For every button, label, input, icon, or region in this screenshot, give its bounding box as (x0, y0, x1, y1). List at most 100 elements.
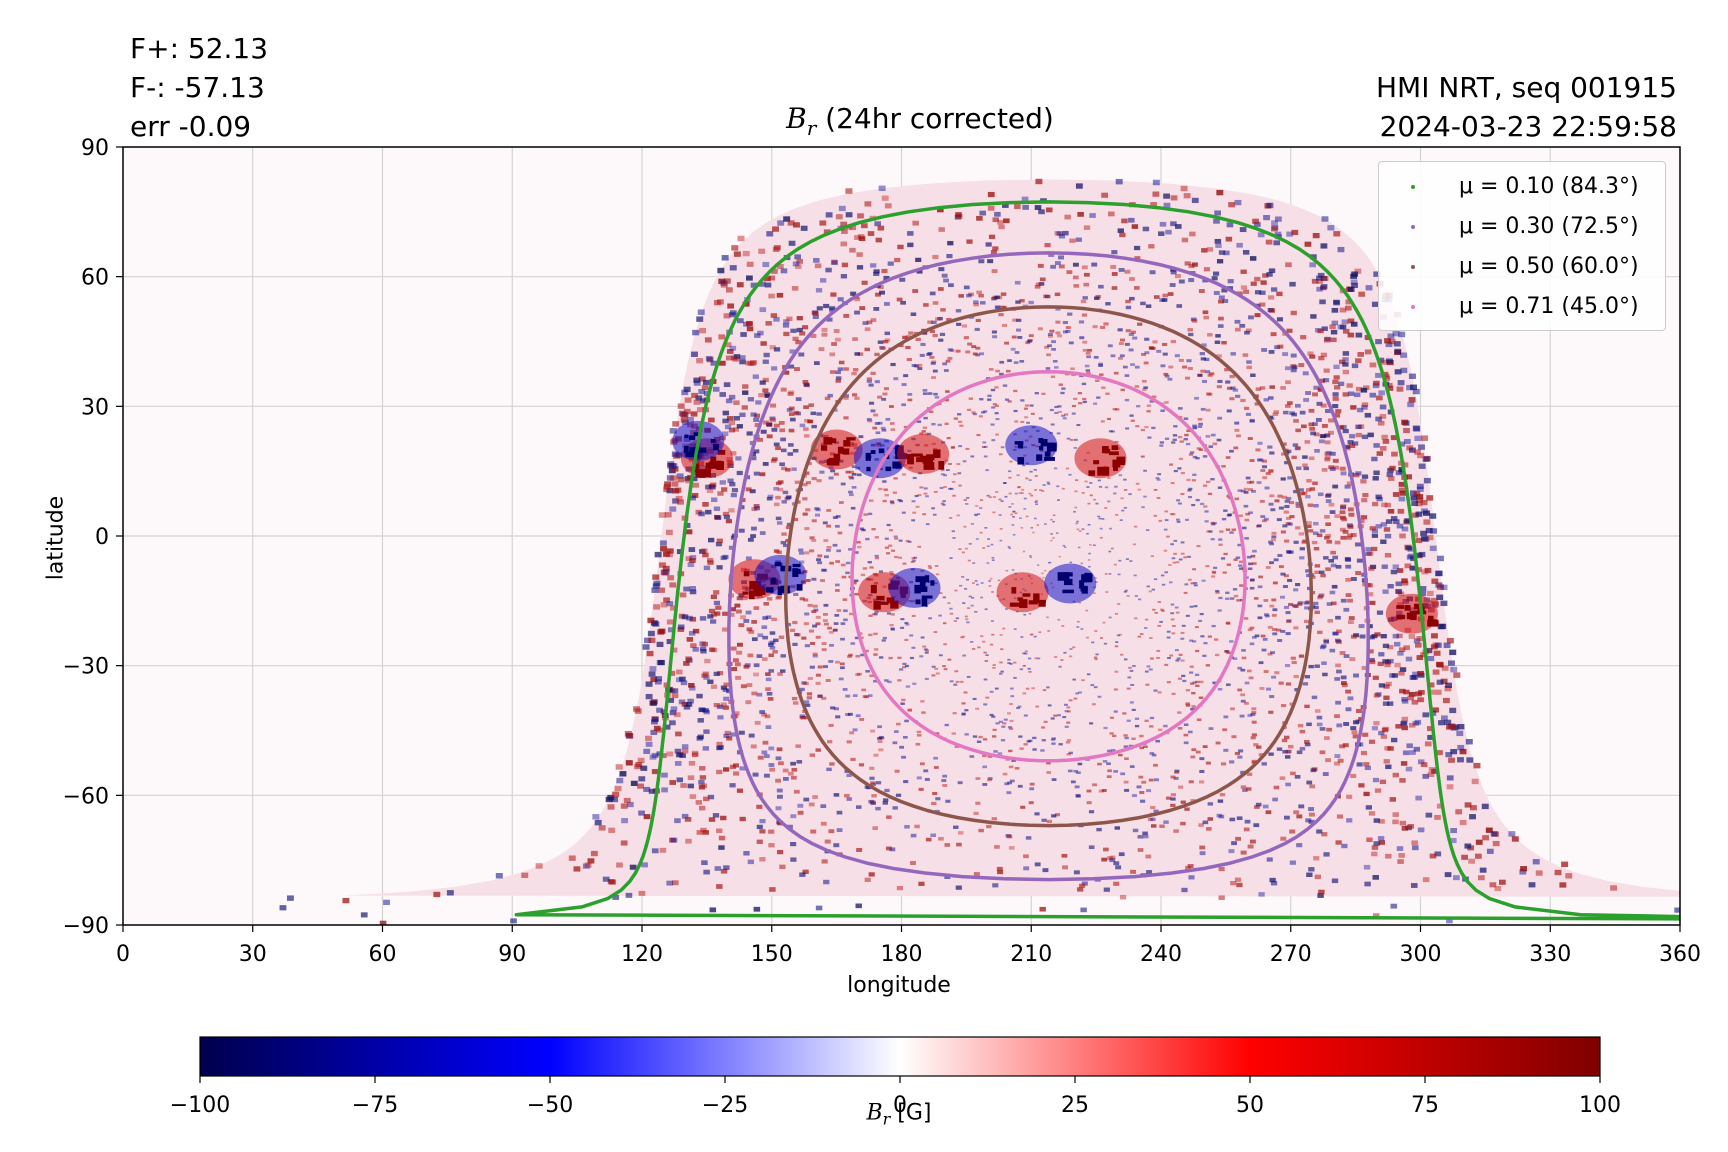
active-region-core (750, 591, 762, 596)
colorbar-tick-label: 75 (1411, 1093, 1439, 1118)
x-tick-label: 30 (239, 942, 267, 967)
active-region-core (683, 445, 689, 454)
x-tick-label: 120 (621, 942, 663, 967)
active-region-core (924, 575, 930, 583)
legend-label: μ = 0.71 (45.0°) (1459, 294, 1639, 319)
mu-contour (727, 251, 1370, 882)
active-region-core (1113, 465, 1118, 471)
active-region-core (1427, 619, 1439, 627)
active-region-core (766, 587, 774, 593)
active-region-core (906, 454, 913, 460)
y-tick-label: 30 (81, 395, 109, 420)
active-region-core (1079, 580, 1085, 589)
colorbar (199, 1036, 1601, 1077)
active-region-core (705, 462, 712, 469)
active-region-core (1044, 451, 1051, 457)
y-axis-ticks: −90 −60 −30 0 30 60 90 (63, 136, 123, 939)
active-region-core (1427, 615, 1434, 622)
active-region-core (921, 598, 928, 607)
active-region-core (1011, 587, 1017, 594)
active-region-core (1111, 445, 1119, 451)
x-tick-label: 210 (1010, 942, 1052, 967)
active-region-core (792, 568, 801, 574)
active-region-core (865, 452, 871, 461)
active-region-core (846, 437, 856, 441)
active-region-core (923, 462, 935, 470)
colorbar-label-rest: [G] (890, 1100, 932, 1126)
active-region-core (1028, 600, 1038, 605)
colorbar-tick-label: −75 (352, 1093, 398, 1118)
active-region-core (870, 450, 876, 454)
legend-label: μ = 0.30 (72.5°) (1459, 214, 1639, 239)
active-region-core (684, 434, 689, 438)
active-region-core (873, 600, 881, 610)
x-tick-label: 0 (116, 942, 130, 967)
colorbar-tick-label: 100 (1579, 1093, 1621, 1118)
flux-negative: F-: -57.13 (130, 71, 265, 104)
active-region-core (1396, 614, 1406, 620)
active-region-core (843, 440, 851, 447)
y-tick-label: 0 (95, 525, 109, 550)
active-region-core (1044, 456, 1055, 461)
active-region-core (1036, 454, 1043, 461)
active-region-core (1046, 442, 1057, 452)
active-region-core (915, 576, 927, 583)
active-region-core (1038, 600, 1046, 607)
active-region-core (1097, 466, 1110, 476)
active-region-core (1104, 448, 1111, 454)
active-region-core (699, 469, 711, 478)
legend-marker (1411, 265, 1415, 269)
active-region-core (876, 595, 885, 601)
legend-marker (1411, 305, 1415, 309)
solar-disk-map (279, 178, 1680, 925)
x-tick-label: 150 (751, 942, 793, 967)
source-annotation: HMI NRT, seq 001915 2024-03-23 22:59:58 (1376, 68, 1677, 146)
active-region-core (870, 584, 877, 594)
active-region-core (821, 445, 828, 451)
active-region-core (1064, 578, 1073, 586)
active-region-core (915, 599, 921, 605)
active-region-core (693, 432, 701, 437)
active-region-core (694, 463, 699, 473)
legend: μ = 0.10 (84.3°) μ = 0.30 (72.5°) μ = 0.50… (1378, 161, 1666, 331)
active-region-core (878, 448, 885, 454)
chart-title: Br (24hr corrected) (786, 102, 1054, 141)
active-region-core (1062, 589, 1074, 594)
active-region-core (916, 457, 923, 463)
colorbar-tick-label: −25 (702, 1093, 748, 1118)
active-region-core (1019, 599, 1028, 609)
active-region-core (796, 584, 803, 591)
legend-item: μ = 0.71 (45.0°) (1379, 288, 1665, 328)
colorbar-label-subscript: r (882, 1110, 891, 1129)
active-region-core (753, 588, 764, 593)
x-axis-label: longitude (847, 973, 951, 998)
active-region-core (877, 601, 889, 605)
active-region-core (742, 591, 749, 595)
legend-item: μ = 0.10 (84.3°) (1379, 168, 1665, 208)
active-region-core (697, 447, 707, 453)
active-region-core (1017, 457, 1025, 465)
colorbar-label: Br [G] (866, 1101, 931, 1130)
legend-item: μ = 0.50 (60.0°) (1379, 248, 1665, 288)
active-region-core (1084, 572, 1092, 578)
active-region-core (890, 600, 899, 609)
active-region-core (710, 439, 716, 443)
active-region-core (1017, 597, 1024, 601)
active-region-core (1040, 438, 1048, 447)
x-tick-label: 90 (498, 942, 526, 967)
active-region-core (1057, 572, 1070, 581)
title-subscript: r (806, 115, 817, 140)
title-symbol: B (786, 102, 807, 135)
x-tick-label: 360 (1659, 942, 1701, 967)
active-region-core (907, 455, 914, 465)
active-region-core (689, 448, 699, 458)
legend-marker (1411, 225, 1415, 229)
active-region-core (1112, 459, 1121, 468)
active-region-core (771, 577, 776, 584)
x-tick-label: 240 (1140, 942, 1182, 967)
active-region-core (921, 595, 933, 599)
colorbar-tick-label: 50 (1236, 1093, 1264, 1118)
active-region-core (828, 457, 840, 466)
active-region-core (710, 456, 717, 463)
active-region-core (938, 461, 945, 470)
